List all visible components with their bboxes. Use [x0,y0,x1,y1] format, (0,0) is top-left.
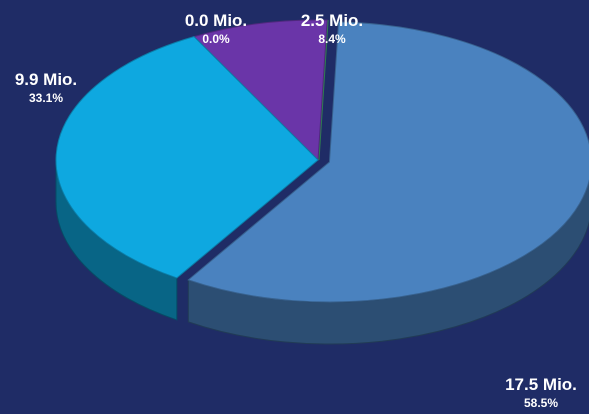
pie-slice-1 [193,19,328,162]
slice-value-label: 2.5 Mio. [300,11,364,30]
slice-percent-label: 58.5% [523,395,559,410]
slice-percent-label: 0.0% [202,31,230,46]
slice-value-label: 17.5 Mio. [505,375,577,394]
slice-label-0: 0.0 Mio. 0.0% [176,12,256,45]
slice-label-3: 17.5 Mio. 58.5% [496,376,586,409]
slice-label-2: 9.9 Mio. 33.1% [6,71,86,104]
pie-slice-2 [55,36,319,279]
slice-value-label: 9.9 Mio. [14,70,78,89]
slice-label-1: 2.5 Mio. 8.4% [292,12,372,45]
slice-percent-label: 8.4% [318,31,346,46]
slice-value-label: 0.0 Mio. [184,11,248,30]
pie-slice-3 [187,21,589,303]
slice-percent-label: 33.1% [28,90,64,105]
